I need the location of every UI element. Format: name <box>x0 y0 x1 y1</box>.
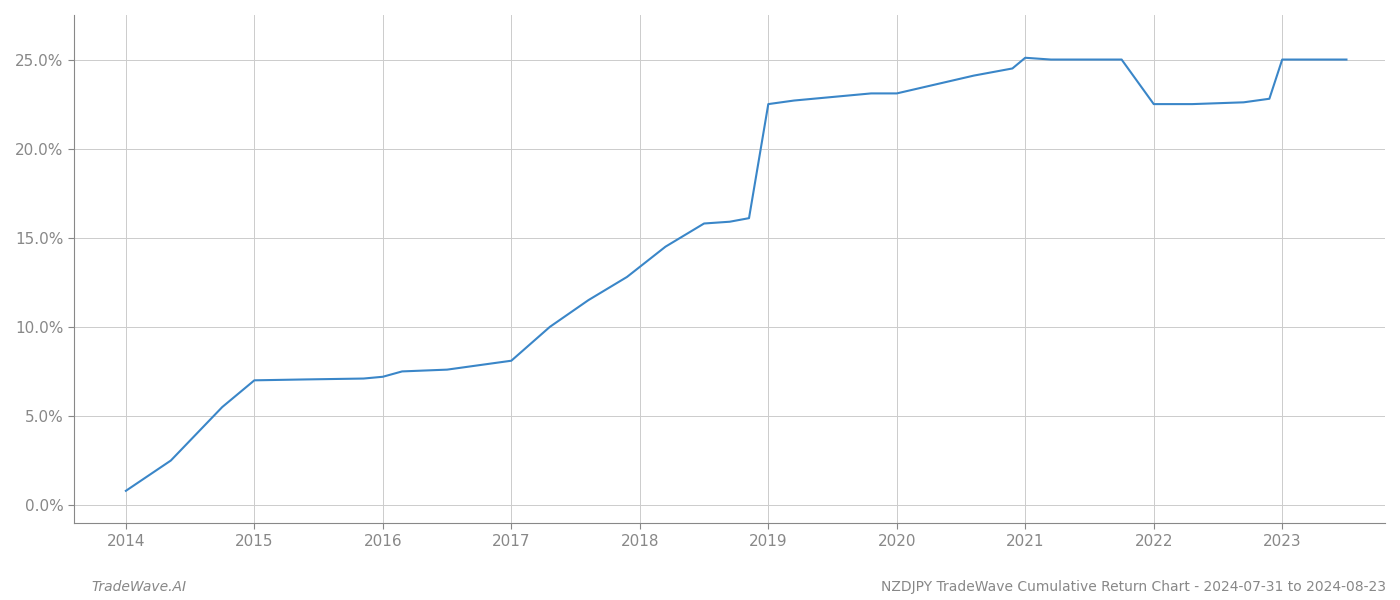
Text: NZDJPY TradeWave Cumulative Return Chart - 2024-07-31 to 2024-08-23: NZDJPY TradeWave Cumulative Return Chart… <box>881 580 1386 594</box>
Text: TradeWave.AI: TradeWave.AI <box>91 580 186 594</box>
